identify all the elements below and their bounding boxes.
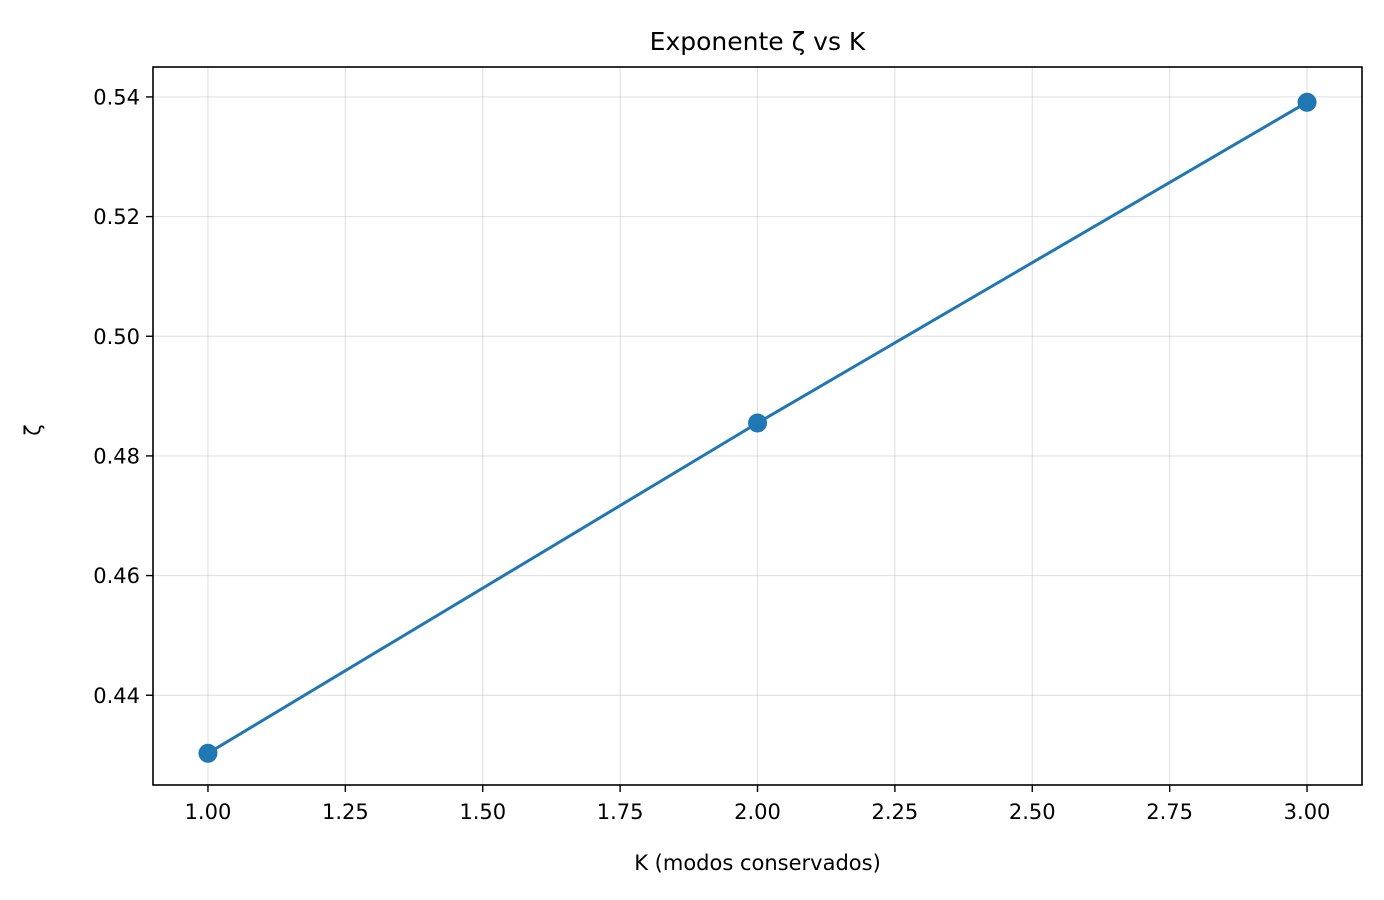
x-tick-label: 3.00 (1284, 800, 1331, 824)
x-tick-label: 2.50 (1009, 800, 1056, 824)
series-layer (198, 92, 1317, 763)
x-axis-label: K (modos conservados) (634, 851, 881, 875)
x-tick-label: 1.50 (459, 800, 506, 824)
x-tick-label: 2.75 (1146, 800, 1193, 824)
y-tick-label: 0.48 (93, 444, 140, 468)
y-tick-label: 0.50 (93, 325, 140, 349)
grid (153, 67, 1362, 785)
y-tick-label: 0.46 (93, 564, 140, 588)
y-tick-label: 0.52 (93, 205, 140, 229)
x-axis: 1.00 1.25 1.50 1.75 2.00 2.25 2.50 2.75 3.00 (185, 785, 1331, 824)
data-point (748, 413, 767, 433)
data-point (198, 743, 218, 763)
y-axis-label: ζ (21, 424, 45, 435)
data-point (1297, 92, 1317, 112)
x-tick-label: 1.25 (322, 800, 369, 824)
x-tick-label: 2.00 (734, 800, 781, 824)
chart-title: Exponente ζ vs K (650, 27, 866, 56)
x-tick-label: 2.25 (872, 800, 919, 824)
x-tick-label: 1.75 (597, 800, 644, 824)
x-tick-label: 1.00 (185, 800, 232, 824)
y-axis: 0.44 0.46 0.48 0.50 0.52 0.54 (93, 85, 153, 708)
y-tick-label: 0.44 (93, 684, 140, 708)
y-tick-label: 0.54 (93, 85, 140, 109)
